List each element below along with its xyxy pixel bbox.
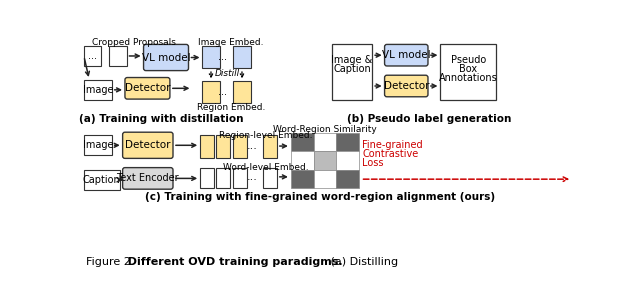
Text: Detector: Detector — [383, 81, 429, 91]
FancyBboxPatch shape — [234, 81, 250, 103]
FancyBboxPatch shape — [263, 168, 277, 188]
FancyBboxPatch shape — [291, 133, 314, 151]
Text: Image &: Image & — [332, 55, 372, 65]
Text: (c) Training with fine-grained word-region alignment (ours): (c) Training with fine-grained word-regi… — [145, 192, 495, 202]
Text: Word-level Embed.: Word-level Embed. — [223, 163, 309, 172]
Text: VL model: VL model — [141, 53, 190, 62]
FancyBboxPatch shape — [200, 168, 214, 188]
FancyBboxPatch shape — [123, 168, 173, 189]
FancyBboxPatch shape — [291, 151, 314, 170]
FancyBboxPatch shape — [314, 133, 336, 151]
Text: Figure 2.: Figure 2. — [86, 257, 134, 267]
FancyBboxPatch shape — [200, 135, 214, 158]
FancyBboxPatch shape — [233, 135, 246, 158]
Text: ...: ... — [88, 51, 97, 61]
FancyBboxPatch shape — [336, 170, 359, 188]
Text: Word-Region Similarity: Word-Region Similarity — [273, 125, 377, 134]
Text: Cropped Proposals: Cropped Proposals — [92, 38, 176, 47]
Text: Fine-grained: Fine-grained — [362, 140, 423, 150]
Text: Detector: Detector — [125, 83, 170, 93]
Text: (a) Distilling: (a) Distilling — [320, 257, 398, 267]
FancyBboxPatch shape — [440, 44, 496, 100]
Text: Region Embed.: Region Embed. — [197, 103, 266, 112]
Text: Box: Box — [460, 64, 477, 74]
Text: Image: Image — [83, 140, 113, 150]
FancyBboxPatch shape — [234, 46, 250, 68]
FancyBboxPatch shape — [125, 77, 170, 99]
Text: ...: ... — [246, 141, 257, 151]
FancyBboxPatch shape — [233, 168, 246, 188]
Text: Region-level Embed.: Region-level Embed. — [220, 131, 313, 140]
Text: ...: ... — [246, 172, 257, 182]
Text: Detector: Detector — [125, 140, 170, 150]
Text: Annotations: Annotations — [439, 73, 498, 83]
Text: (a) Training with distillation: (a) Training with distillation — [79, 114, 244, 124]
FancyBboxPatch shape — [314, 170, 336, 188]
Text: Distill: Distill — [214, 69, 240, 78]
Text: Caption: Caption — [333, 64, 371, 74]
FancyBboxPatch shape — [202, 46, 220, 68]
FancyBboxPatch shape — [84, 80, 112, 100]
FancyBboxPatch shape — [84, 170, 120, 190]
FancyBboxPatch shape — [336, 151, 359, 170]
FancyBboxPatch shape — [84, 46, 101, 66]
Text: Pseudo: Pseudo — [451, 55, 486, 65]
FancyBboxPatch shape — [385, 75, 428, 97]
FancyBboxPatch shape — [332, 44, 372, 100]
Text: Text Encoder: Text Encoder — [116, 174, 179, 183]
Text: ...: ... — [218, 87, 227, 97]
FancyBboxPatch shape — [385, 44, 428, 66]
Text: Loss: Loss — [362, 158, 383, 168]
FancyBboxPatch shape — [143, 44, 189, 71]
Text: Image Embed.: Image Embed. — [198, 38, 264, 47]
Text: VL model: VL model — [382, 50, 431, 60]
Text: Different OVD training paradigms.: Different OVD training paradigms. — [120, 257, 343, 267]
FancyBboxPatch shape — [123, 132, 173, 159]
FancyBboxPatch shape — [84, 135, 112, 155]
FancyBboxPatch shape — [336, 133, 359, 151]
FancyBboxPatch shape — [216, 168, 230, 188]
Text: (b) Pseudo label generation: (b) Pseudo label generation — [347, 114, 511, 124]
Text: Image: Image — [83, 85, 113, 95]
Text: Caption: Caption — [83, 175, 120, 185]
Text: ...: ... — [218, 52, 227, 62]
FancyBboxPatch shape — [263, 135, 277, 158]
FancyBboxPatch shape — [291, 170, 314, 188]
Text: Contrastive: Contrastive — [362, 149, 419, 159]
FancyBboxPatch shape — [314, 151, 336, 170]
FancyBboxPatch shape — [202, 81, 220, 103]
FancyBboxPatch shape — [109, 46, 127, 66]
FancyBboxPatch shape — [216, 135, 230, 158]
